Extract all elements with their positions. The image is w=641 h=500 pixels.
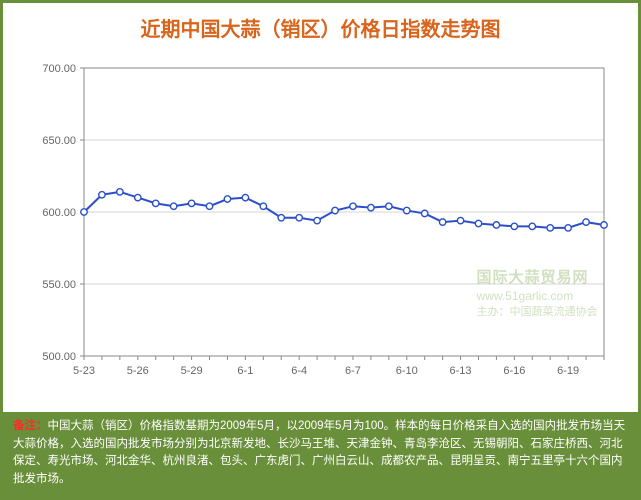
svg-text:700.00: 700.00 [42,63,76,75]
svg-text:650.00: 650.00 [42,135,76,147]
svg-text:5-29: 5-29 [180,365,202,377]
svg-text:500.00: 500.00 [42,351,76,363]
svg-text:6-19: 6-19 [557,365,579,377]
chart-area: 500.00 550.00 600.00 650.00 700.00 5-23 5-26 5-… [26,50,616,390]
chart-title: 近期中国大蒜（销区）价格日指数走势图 [3,3,638,50]
footnote-text: 中国大蒜（销区）价格指数基期为2009年5月，以2009年5月为100。样本的每… [13,420,625,485]
svg-text:6-16: 6-16 [503,365,525,377]
svg-text:6-13: 6-13 [449,365,471,377]
svg-text:550.00: 550.00 [42,279,76,291]
svg-text:6-10: 6-10 [395,365,417,377]
svg-text:6-7: 6-7 [345,365,361,377]
footnote-label: 备注： [13,420,48,432]
svg-text:5-26: 5-26 [126,365,148,377]
svg-text:5-23: 5-23 [72,365,94,377]
svg-text:600.00: 600.00 [42,207,76,219]
chart-frame: 近期中国大蒜（销区）价格日指数走势图 500.00 550.00 600.00 650… [0,0,641,500]
svg-text:6-1: 6-1 [237,365,253,377]
footnote: 备注：中国大蒜（销区）价格指数基期为2009年5月，以2009年5月为100。样… [3,412,638,497]
svg-text:6-4: 6-4 [291,365,307,377]
line-chart: 500.00 550.00 600.00 650.00 700.00 5-23 5-26 5-… [26,50,616,390]
